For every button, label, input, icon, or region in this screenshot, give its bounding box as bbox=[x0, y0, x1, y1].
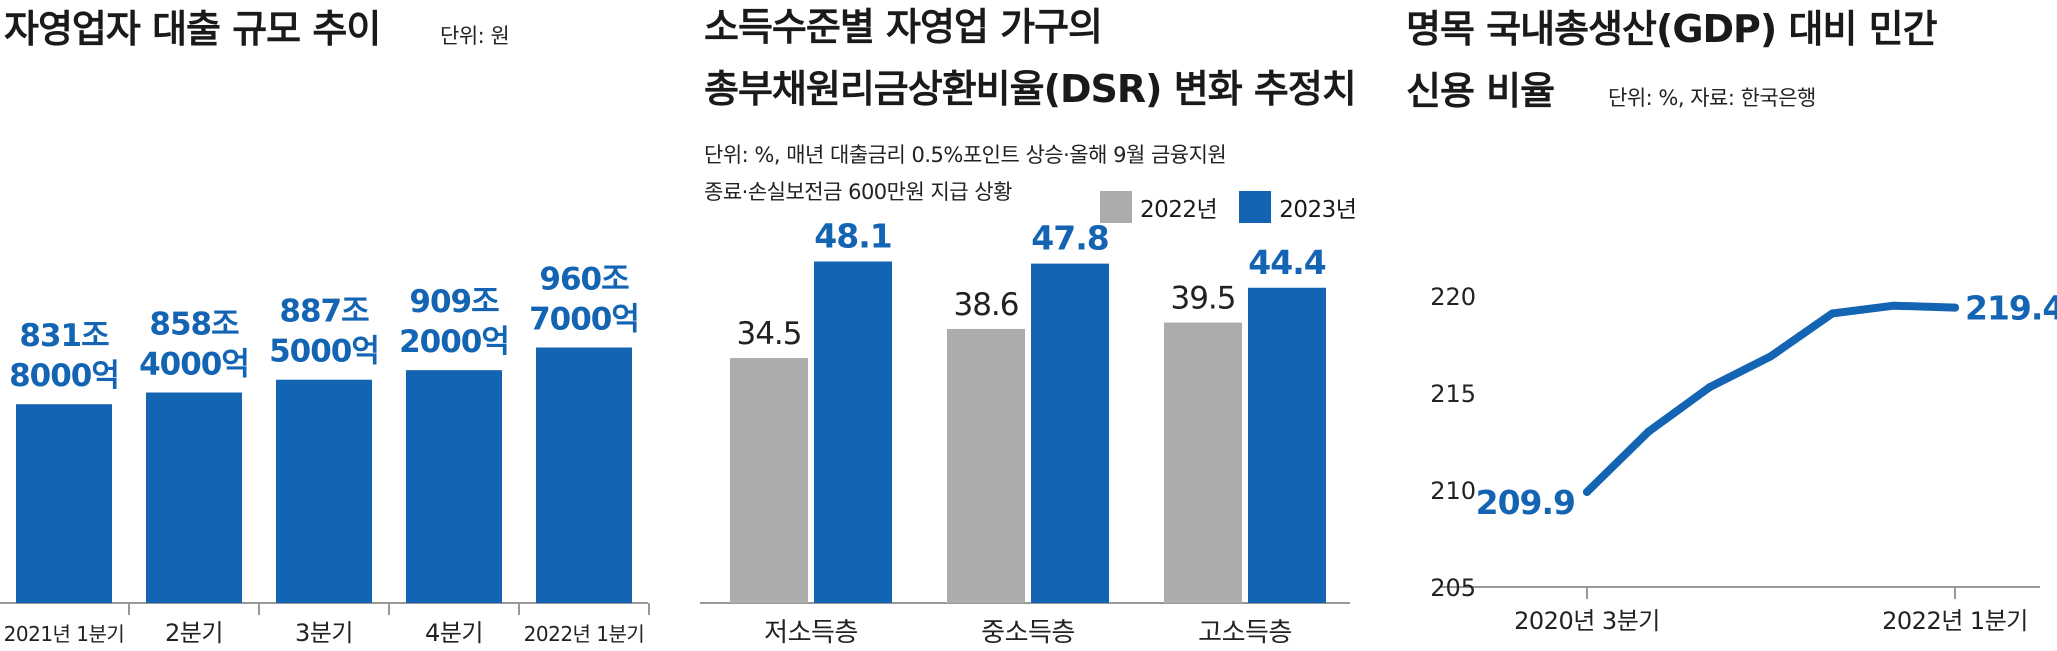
dsr-value-label-2-1: 44.4 bbox=[1248, 243, 1325, 282]
legend-swatch-2022 bbox=[1100, 191, 1132, 223]
credit-ytick-label-2: 215 bbox=[1430, 380, 1476, 408]
dsr-note-line1: 단위: %, 매년 대출금리 0.5%포인트 상승·올해 9월 금융지원 bbox=[704, 143, 1227, 167]
credit-title-line2: 신용 비율 bbox=[1406, 69, 1555, 113]
dsr-chart: 34.5 48.1 저소득층 38.6 47.8 중소득층 39.5 44.4 고소득층 bbox=[700, 216, 1350, 648]
credit-point-6 bbox=[1951, 303, 1959, 312]
dsr-title-line2: 총부채원리금상환비율(DSR) 변화 추정치 bbox=[704, 67, 1357, 111]
dsr-bar-0-0 bbox=[730, 358, 808, 603]
dsr-value-label-0-0: 34.5 bbox=[736, 316, 801, 352]
credit-xtick-label-1: 2022년 1분기 bbox=[1882, 607, 2028, 635]
credit-point-1 bbox=[1644, 427, 1653, 436]
credit-ratio-chart: 205 210 215 220 2020년 3분기 2022년 1분기 209.9 219.4 bbox=[1430, 283, 2057, 635]
credit-point-4 bbox=[1828, 309, 1837, 318]
loan-value-label-0-line2: 8000억 bbox=[9, 358, 119, 394]
credit-xtick-label-0: 2020년 3분기 bbox=[1514, 607, 1660, 635]
credit-point-5 bbox=[1889, 301, 1898, 310]
dsr-value-label-0-1: 48.1 bbox=[814, 216, 891, 255]
legend-label-2022: 2022년 bbox=[1140, 197, 1218, 223]
loan-value-label-2-line2: 5000억 bbox=[269, 334, 379, 370]
legend-label-2023: 2023년 bbox=[1279, 197, 1357, 223]
loan-value-label-1-line2: 4000억 bbox=[139, 347, 249, 383]
loan-category-label-4: 2022년 1분기 bbox=[524, 622, 645, 646]
dsr-title-line1: 소득수준별 자영업 가구의 bbox=[704, 5, 1103, 49]
credit-ratio-panel: 명목 국내총생산(GDP) 대비 민간 신용 비율 단위: %, 자료: 한국은… bbox=[1390, 0, 2057, 651]
credit-point-2 bbox=[1705, 383, 1714, 392]
loan-scale-unit: 단위: 원 bbox=[440, 24, 510, 48]
credit-point-0 bbox=[1583, 487, 1591, 496]
dsr-category-label-1: 중소득층 bbox=[981, 618, 1075, 648]
loan-category-label-1: 2분기 bbox=[165, 619, 223, 647]
loan-scale-title: 자영업자 대출 규모 추이 bbox=[4, 7, 381, 51]
loan-value-label-1-line1: 858조 bbox=[149, 307, 239, 343]
credit-point-label-6: 219.4 bbox=[1965, 289, 2057, 328]
dsr-value-label-2-0: 39.5 bbox=[1170, 281, 1235, 317]
dsr-bar-1-1 bbox=[1031, 263, 1109, 603]
legend-swatch-2023 bbox=[1239, 191, 1272, 223]
loan-bar-1 bbox=[146, 392, 242, 603]
loan-value-label-3-line1: 909조 bbox=[409, 284, 499, 320]
loan-scale-panel: 자영업자 대출 규모 추이 단위: 원 831조 8000억 2021년 1분기 85… bbox=[0, 0, 660, 651]
loan-bar-3 bbox=[406, 370, 502, 603]
credit-note: 단위: %, 자료: 한국은행 bbox=[1608, 86, 1816, 110]
credit-ytick-label-0: 205 bbox=[1430, 574, 1476, 602]
credit-title-line1: 명목 국내총생산(GDP) 대비 민간 bbox=[1406, 7, 1938, 51]
dsr-category-label-0: 저소득층 bbox=[764, 618, 858, 648]
dsr-category-label-2: 고소득층 bbox=[1198, 618, 1292, 648]
credit-series-line bbox=[1583, 301, 1959, 496]
loan-value-label-0-line1: 831조 bbox=[19, 318, 109, 354]
credit-point-3 bbox=[1767, 352, 1775, 361]
loan-bar-0 bbox=[16, 404, 112, 603]
dsr-legend: 2022년 2023년 bbox=[1100, 190, 1357, 224]
loan-value-label-4-line2: 7000억 bbox=[529, 301, 639, 337]
credit-ytick-label-1: 210 bbox=[1430, 477, 1476, 505]
loan-scale-chart: 831조 8000억 2021년 1분기 858조 4000억 2분기 887조 5000억 3… bbox=[0, 261, 650, 647]
loan-category-label-0: 2021년 1분기 bbox=[4, 622, 125, 646]
dsr-bar-0-1 bbox=[814, 261, 892, 603]
dsr-bar-2-1 bbox=[1248, 287, 1326, 603]
loan-bar-4 bbox=[536, 347, 632, 603]
dsr-note-line2: 종료·손실보전금 600만원 지급 상황 bbox=[704, 180, 1012, 204]
loan-bar-2 bbox=[276, 379, 372, 603]
dsr-bar-1-0 bbox=[947, 328, 1025, 603]
loan-value-label-4-line1: 960조 bbox=[539, 261, 629, 297]
dsr-value-label-1-0: 38.6 bbox=[953, 287, 1018, 323]
dsr-value-label-1-1: 47.8 bbox=[1031, 219, 1108, 258]
loan-value-label-2-line1: 887조 bbox=[279, 294, 369, 330]
loan-value-label-3-line2: 2000억 bbox=[399, 324, 509, 360]
loan-category-label-3: 4분기 bbox=[425, 619, 483, 647]
credit-point-label-0: 209.9 bbox=[1476, 483, 1575, 522]
dsr-panel: 소득수준별 자영업 가구의 총부채원리금상환비율(DSR) 변화 추정치 단위:… bbox=[700, 0, 1360, 651]
credit-ytick-label-3: 220 bbox=[1430, 283, 1476, 311]
dsr-bar-2-0 bbox=[1164, 322, 1242, 603]
loan-category-label-2: 3분기 bbox=[295, 619, 353, 647]
